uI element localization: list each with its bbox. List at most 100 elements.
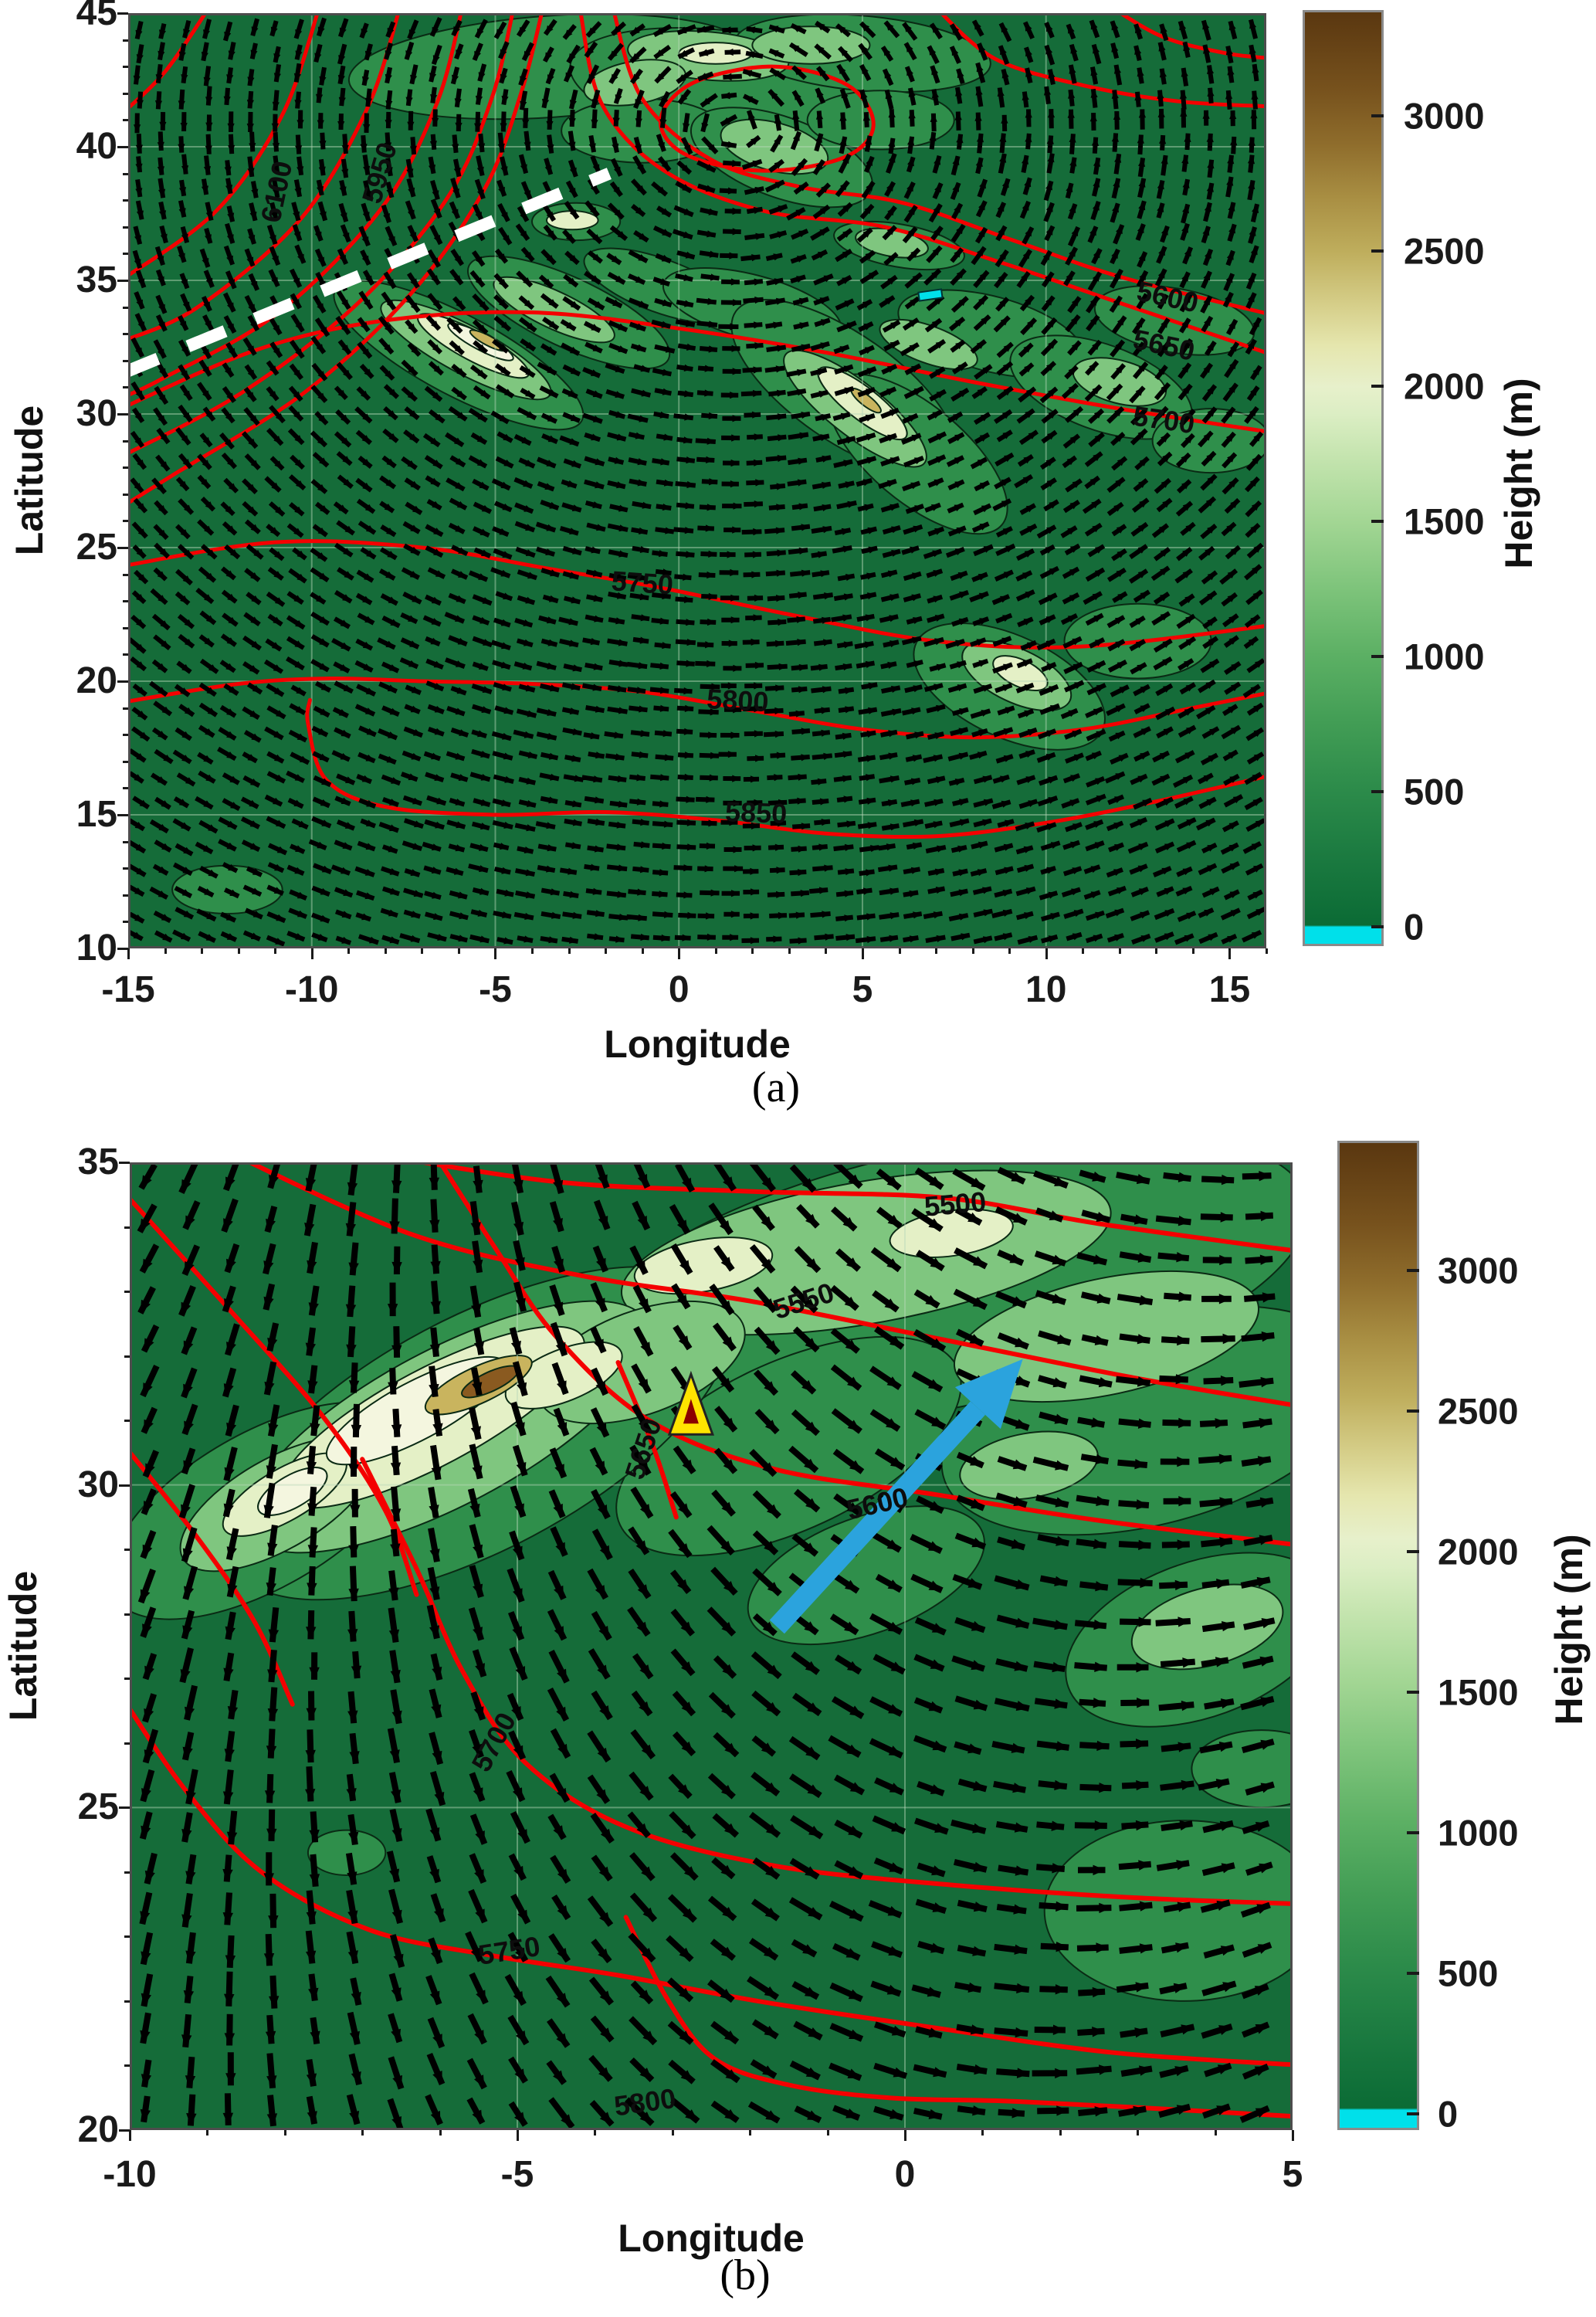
axis-tick [421,948,424,954]
axis-tick [123,520,128,523]
axis-tick [123,386,128,389]
axis-tick [124,1291,130,1294]
colorbar [1337,1141,1419,2130]
terrain-patch [633,1237,774,1295]
axis-tick [123,707,128,710]
red-contour-line [1117,13,1266,60]
axis-tick [347,948,351,954]
axis-tick [164,948,167,954]
x-axis-label: Longitude [618,2217,805,2260]
axis-tick [123,626,128,629]
x-tick-label: -15 [101,969,155,1010]
y-axis-label: Latitude [2,1570,45,1722]
colorbar-tick [1407,1269,1419,1272]
contour-label: 5500 [923,1186,987,1223]
axis-tick [1292,2130,1294,2141]
x-tick-label: -10 [103,2154,157,2195]
axis-tick [568,948,571,954]
red-contour-line [938,13,1266,109]
axis-tick [123,439,128,443]
terrain-patch [493,276,615,344]
axis-tick [678,948,681,959]
axis-tick [123,226,128,229]
colorbar-tick [1407,1410,1419,1413]
colorbar-tick [1371,249,1384,253]
y-tick-label: 40 [76,126,117,167]
red-contour-line [305,697,1266,840]
axis-tick [594,2130,597,2136]
yellow-triangle-marker [667,1370,715,1436]
colorbar-tick-label: 500 [1404,771,1465,812]
colorbar-tick-label: 2500 [1404,230,1485,272]
axis-tick [123,787,128,790]
plot-border [130,1162,1293,2130]
axis-tick [310,948,313,959]
axis-tick [123,39,128,42]
axis-tick [517,2130,519,2141]
red-contour-line [658,64,876,173]
axis-tick [129,2130,131,2141]
x-tick-label: 15 [1208,969,1251,1010]
red-contour-line [244,1162,1293,1408]
y-tick-label: 45 [76,0,117,33]
axis-tick [605,948,608,954]
y-tick-label: 20 [77,2109,119,2150]
colorbar-tick [1407,1831,1419,1834]
x-tick-label: -5 [500,2154,534,2195]
colorbar [1303,10,1384,946]
axis-tick [117,948,128,950]
colorbar-tick-label: 1500 [1404,500,1485,542]
contour-label: 5800 [706,683,769,717]
blue-flow-arrow [769,1359,1023,1634]
x-tick-label: -10 [285,969,339,1010]
axis-tick [981,2130,984,2136]
axis-tick [751,948,754,954]
axis-tick [123,734,128,737]
axis-tick [898,948,901,954]
x-tick-label: 5 [852,969,873,1010]
axis-tick [124,2064,130,2068]
terrain-patch [889,1208,1014,1258]
axis-tick [1266,948,1268,954]
axis-tick [714,948,717,954]
axis-tick [123,466,128,470]
axis-tick [1228,948,1232,959]
y-tick-label: 25 [77,1786,119,1828]
axis-tick [904,2130,906,2141]
red-contour-line [360,1457,1293,1906]
wind-vector-field [128,16,1266,947]
axis-tick [384,948,387,954]
axis-tick [1137,2130,1140,2136]
colorbar-tick [1371,925,1384,928]
axis-tick [201,948,204,954]
axis-tick [641,948,644,954]
axis-tick [1008,948,1011,954]
axis-tick [123,600,128,603]
axis-tick [457,948,460,954]
axis-tick [119,2129,130,2132]
contour-label: 5750 [611,565,675,600]
axis-tick [123,653,128,656]
axis-tick [123,894,128,897]
axis-tick [206,2130,209,2136]
red-contour-line [128,676,1266,740]
terrain-patch [953,1270,1260,1403]
axis-tick [123,66,128,69]
wind-arrow-heads [133,19,1266,945]
terrain-patch [959,1430,1099,1501]
axis-tick [117,680,128,683]
axis-tick [123,760,128,763]
axis-tick [1191,948,1194,954]
axis-tick [788,948,791,954]
axis-tick [123,306,128,309]
axis-tick [123,493,128,496]
axis-tick [124,1549,130,1552]
axis-tick [124,1678,130,1681]
axis-tick [123,867,128,870]
axis-tick [123,333,128,336]
cyan-sea-marker [917,288,944,302]
triangle-core [683,1399,699,1424]
axis-tick [123,573,128,576]
colorbar-label: Height (m) [1547,1534,1591,1725]
